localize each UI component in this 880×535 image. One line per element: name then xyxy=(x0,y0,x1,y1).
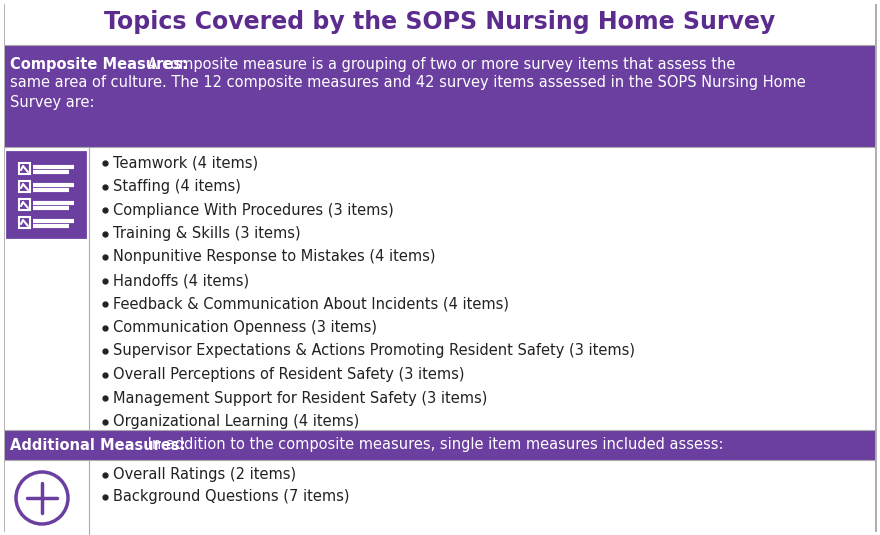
FancyBboxPatch shape xyxy=(5,460,875,535)
FancyBboxPatch shape xyxy=(7,152,85,237)
Text: Composite Measures:: Composite Measures: xyxy=(10,57,188,72)
Text: Overall Ratings (2 items): Overall Ratings (2 items) xyxy=(113,468,297,483)
FancyBboxPatch shape xyxy=(19,181,30,192)
Text: Overall Perceptions of Resident Safety (3 items): Overall Perceptions of Resident Safety (… xyxy=(113,367,465,382)
Circle shape xyxy=(16,472,68,524)
FancyBboxPatch shape xyxy=(5,0,875,45)
FancyBboxPatch shape xyxy=(5,5,875,530)
Text: Feedback & Communication About Incidents (4 items): Feedback & Communication About Incidents… xyxy=(113,296,509,311)
Text: Survey are:: Survey are: xyxy=(10,95,94,110)
Text: Background Questions (7 items): Background Questions (7 items) xyxy=(113,490,349,505)
FancyBboxPatch shape xyxy=(19,199,30,210)
Text: Staffing (4 items): Staffing (4 items) xyxy=(113,179,241,194)
FancyBboxPatch shape xyxy=(19,163,30,174)
Text: Supervisor Expectations & Actions Promoting Resident Safety (3 items): Supervisor Expectations & Actions Promot… xyxy=(113,343,635,358)
FancyBboxPatch shape xyxy=(5,430,875,460)
FancyBboxPatch shape xyxy=(5,147,875,430)
FancyBboxPatch shape xyxy=(5,45,875,147)
FancyBboxPatch shape xyxy=(19,217,30,228)
Text: Communication Openness (3 items): Communication Openness (3 items) xyxy=(113,320,377,335)
Text: Organizational Learning (4 items): Organizational Learning (4 items) xyxy=(113,414,359,429)
Text: Management Support for Resident Safety (3 items): Management Support for Resident Safety (… xyxy=(113,391,488,406)
Text: Compliance With Procedures (3 items): Compliance With Procedures (3 items) xyxy=(113,203,393,218)
Text: Teamwork (4 items): Teamwork (4 items) xyxy=(113,156,258,171)
Text: Additional Measures:: Additional Measures: xyxy=(10,438,186,453)
Text: In addition to the composite measures, single item measures included assess:: In addition to the composite measures, s… xyxy=(143,438,723,453)
Text: Training & Skills (3 items): Training & Skills (3 items) xyxy=(113,226,301,241)
Text: Topics Covered by the SOPS Nursing Home Survey: Topics Covered by the SOPS Nursing Home … xyxy=(105,11,775,34)
Text: same area of culture. The 12 composite measures and 42 survey items assessed in : same area of culture. The 12 composite m… xyxy=(10,75,806,90)
Text: Nonpunitive Response to Mistakes (4 items): Nonpunitive Response to Mistakes (4 item… xyxy=(113,249,436,264)
Text: A composite measure is a grouping of two or more survey items that assess the: A composite measure is a grouping of two… xyxy=(143,57,736,72)
Text: Handoffs (4 items): Handoffs (4 items) xyxy=(113,273,249,288)
